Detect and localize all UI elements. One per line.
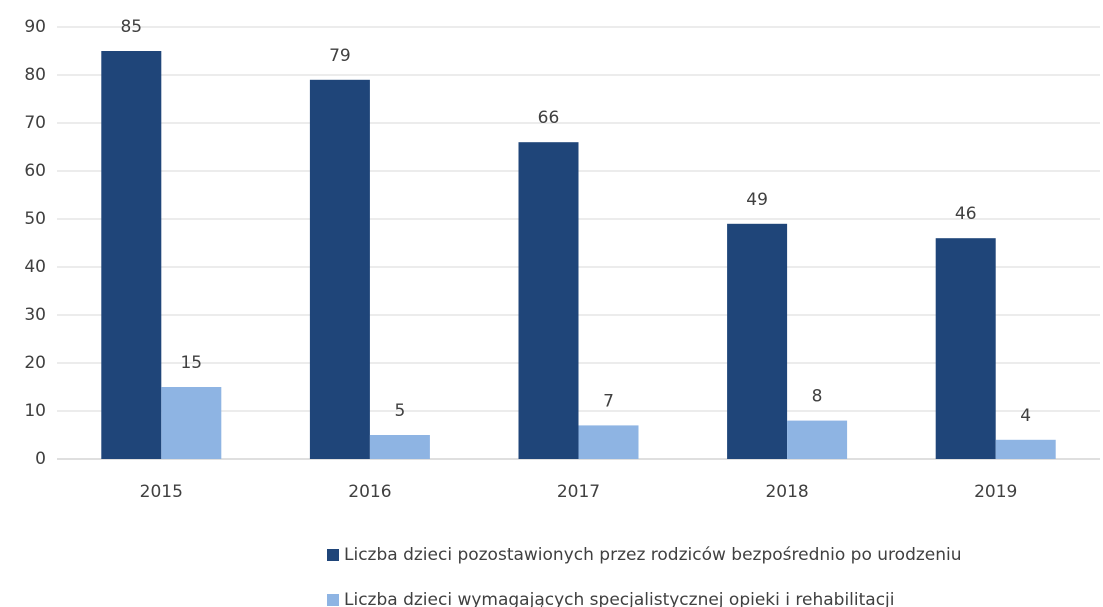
y-tick-label: 80 [24, 65, 46, 85]
bar [161, 387, 222, 459]
bar [935, 238, 996, 459]
y-tick-label: 40 [24, 257, 46, 277]
legend-label: Liczba dzieci wymagających specjalistycz… [344, 590, 895, 607]
y-tick-label: 0 [35, 449, 46, 469]
legend-marker [327, 594, 339, 606]
y-tick-label: 10 [24, 401, 46, 421]
x-tick-label: 2017 [557, 482, 600, 502]
value-label: 5 [394, 401, 405, 421]
bar [578, 425, 639, 459]
value-label: 66 [538, 108, 560, 128]
x-tick-label: 2016 [348, 482, 391, 502]
bar [369, 435, 430, 459]
x-tick-label: 2019 [974, 482, 1017, 502]
bar [309, 79, 370, 460]
bar [727, 223, 788, 459]
y-tick-label: 70 [24, 113, 46, 133]
value-label: 79 [329, 46, 351, 66]
value-label: 46 [955, 204, 977, 224]
value-label: 4 [1020, 406, 1031, 426]
bar [101, 51, 162, 459]
value-label: 85 [120, 17, 142, 37]
x-tick-label: 2018 [765, 482, 808, 502]
value-label: 49 [746, 190, 768, 210]
bar [995, 439, 1056, 459]
y-tick-label: 50 [24, 209, 46, 229]
value-label: 15 [180, 353, 202, 373]
bar [518, 142, 579, 459]
value-label: 8 [812, 387, 823, 407]
y-tick-label: 90 [24, 17, 46, 37]
y-tick-label: 30 [24, 305, 46, 325]
x-tick-label: 2015 [140, 482, 183, 502]
legend-marker [327, 549, 339, 561]
y-tick-label: 60 [24, 161, 46, 181]
bar [787, 420, 848, 459]
y-tick-label: 20 [24, 353, 46, 373]
value-label: 7 [603, 391, 614, 411]
legend-label: Liczba dzieci pozostawionych przez rodzi… [344, 545, 962, 565]
